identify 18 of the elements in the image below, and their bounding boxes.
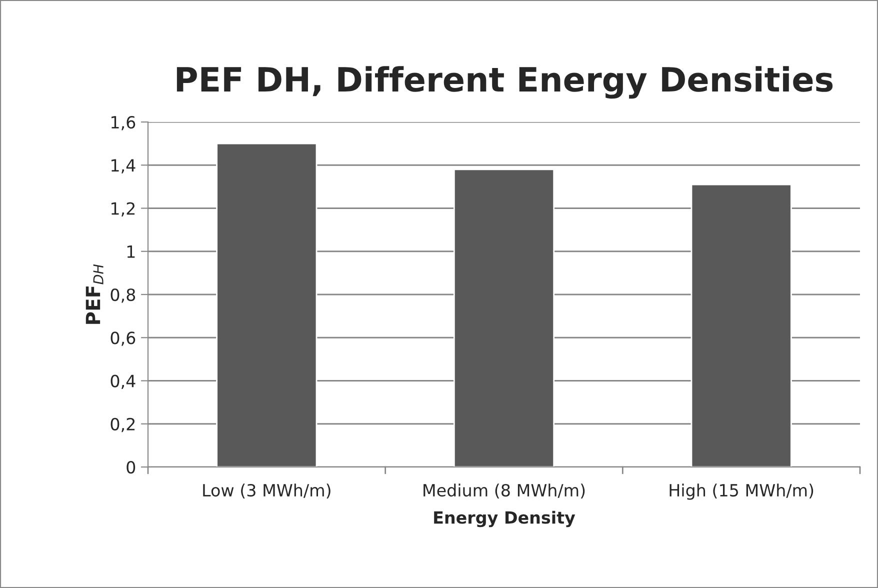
y-tick-label: 1 (127, 246, 135, 258)
y-tick-label: 0,6 (110, 332, 136, 346)
y-tick-label: 0,2 (110, 418, 135, 432)
y-tick-label: 0,8 (110, 288, 136, 303)
x-tick-label: Medium (8 MWh/m) (424, 484, 585, 499)
x-tick-label: Low (3 MWh/m) (203, 484, 330, 499)
y-tick-label: 0 (126, 460, 136, 474)
y-tick-label: 1,4 (112, 159, 136, 174)
x-tick-label: High (15 MWh/m) (670, 484, 814, 500)
bar (216, 142, 318, 467)
bar (453, 168, 555, 467)
y-tick-label: 1,6 (112, 116, 136, 130)
chart-title: PEF DH, Different Energy Densities (176, 66, 833, 99)
y-tick-label: 1,2 (112, 202, 135, 217)
x-axis-title: Energy Density (434, 510, 576, 528)
bar (690, 184, 792, 467)
y-axis-title: PEF$_{DH}$ (86, 264, 104, 324)
y-tick-label: 0,4 (110, 374, 136, 390)
